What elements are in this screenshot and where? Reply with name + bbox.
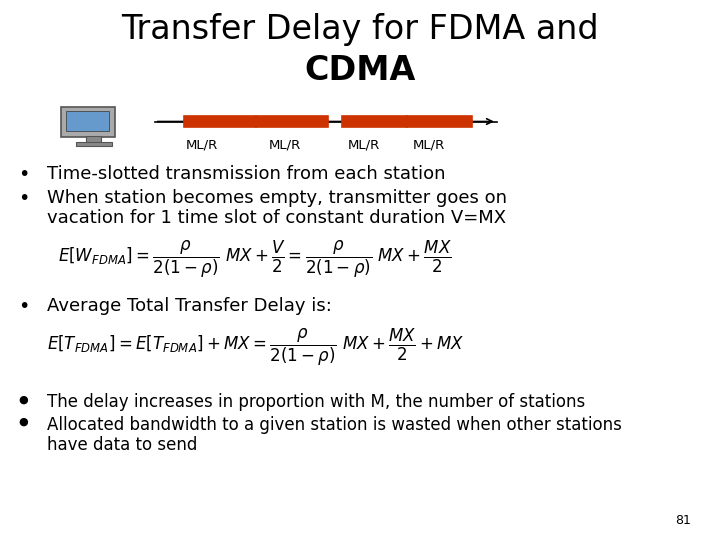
Text: $E[W_{FDMA}] = \dfrac{\rho}{2(1-\rho)}\ MX + \dfrac{V}{2} = \dfrac{\rho}{2(1-\rh: $E[W_{FDMA}] = \dfrac{\rho}{2(1-\rho)}\ … bbox=[58, 239, 451, 280]
Text: Average Total Transfer Delay is:: Average Total Transfer Delay is: bbox=[47, 297, 332, 315]
Text: 81: 81 bbox=[675, 514, 691, 526]
Bar bbox=[342, 116, 407, 127]
Text: ML/R: ML/R bbox=[269, 139, 300, 152]
Text: •: • bbox=[18, 165, 30, 184]
Text: CDMA: CDMA bbox=[305, 54, 415, 87]
Text: Time-slotted transmission from each station: Time-slotted transmission from each stat… bbox=[47, 165, 445, 183]
Text: When station becomes empty, transmitter goes on: When station becomes empty, transmitter … bbox=[47, 189, 507, 207]
Text: ●: ● bbox=[18, 417, 28, 427]
Text: •: • bbox=[18, 189, 30, 208]
Text: Allocated bandwidth to a given station is wasted when other stations: Allocated bandwidth to a given station i… bbox=[47, 416, 621, 434]
Text: ML/R: ML/R bbox=[186, 139, 217, 152]
Text: ML/R: ML/R bbox=[348, 139, 379, 152]
Text: have data to send: have data to send bbox=[47, 436, 197, 454]
Bar bbox=[76, 142, 112, 146]
Text: ●: ● bbox=[18, 394, 28, 404]
Text: The delay increases in proportion with M, the number of stations: The delay increases in proportion with M… bbox=[47, 393, 585, 411]
Bar bbox=[61, 107, 115, 137]
Text: ML/R: ML/R bbox=[413, 139, 444, 152]
Text: •: • bbox=[18, 297, 30, 316]
Bar bbox=[66, 111, 109, 131]
Text: vacation for 1 time slot of constant duration V=MX: vacation for 1 time slot of constant dur… bbox=[47, 209, 506, 227]
Bar bbox=[407, 116, 472, 127]
Text: $E[T_{FDMA}] = E[T_{FDMA}] + MX = \dfrac{\rho}{2(1-\rho)}\ MX + \dfrac{MX}{2} + : $E[T_{FDMA}] = E[T_{FDMA}] + MX = \dfrac… bbox=[47, 327, 464, 368]
Text: Transfer Delay for FDMA and: Transfer Delay for FDMA and bbox=[121, 14, 599, 46]
Bar bbox=[86, 136, 101, 143]
Bar bbox=[256, 116, 328, 127]
Bar bbox=[184, 116, 256, 127]
